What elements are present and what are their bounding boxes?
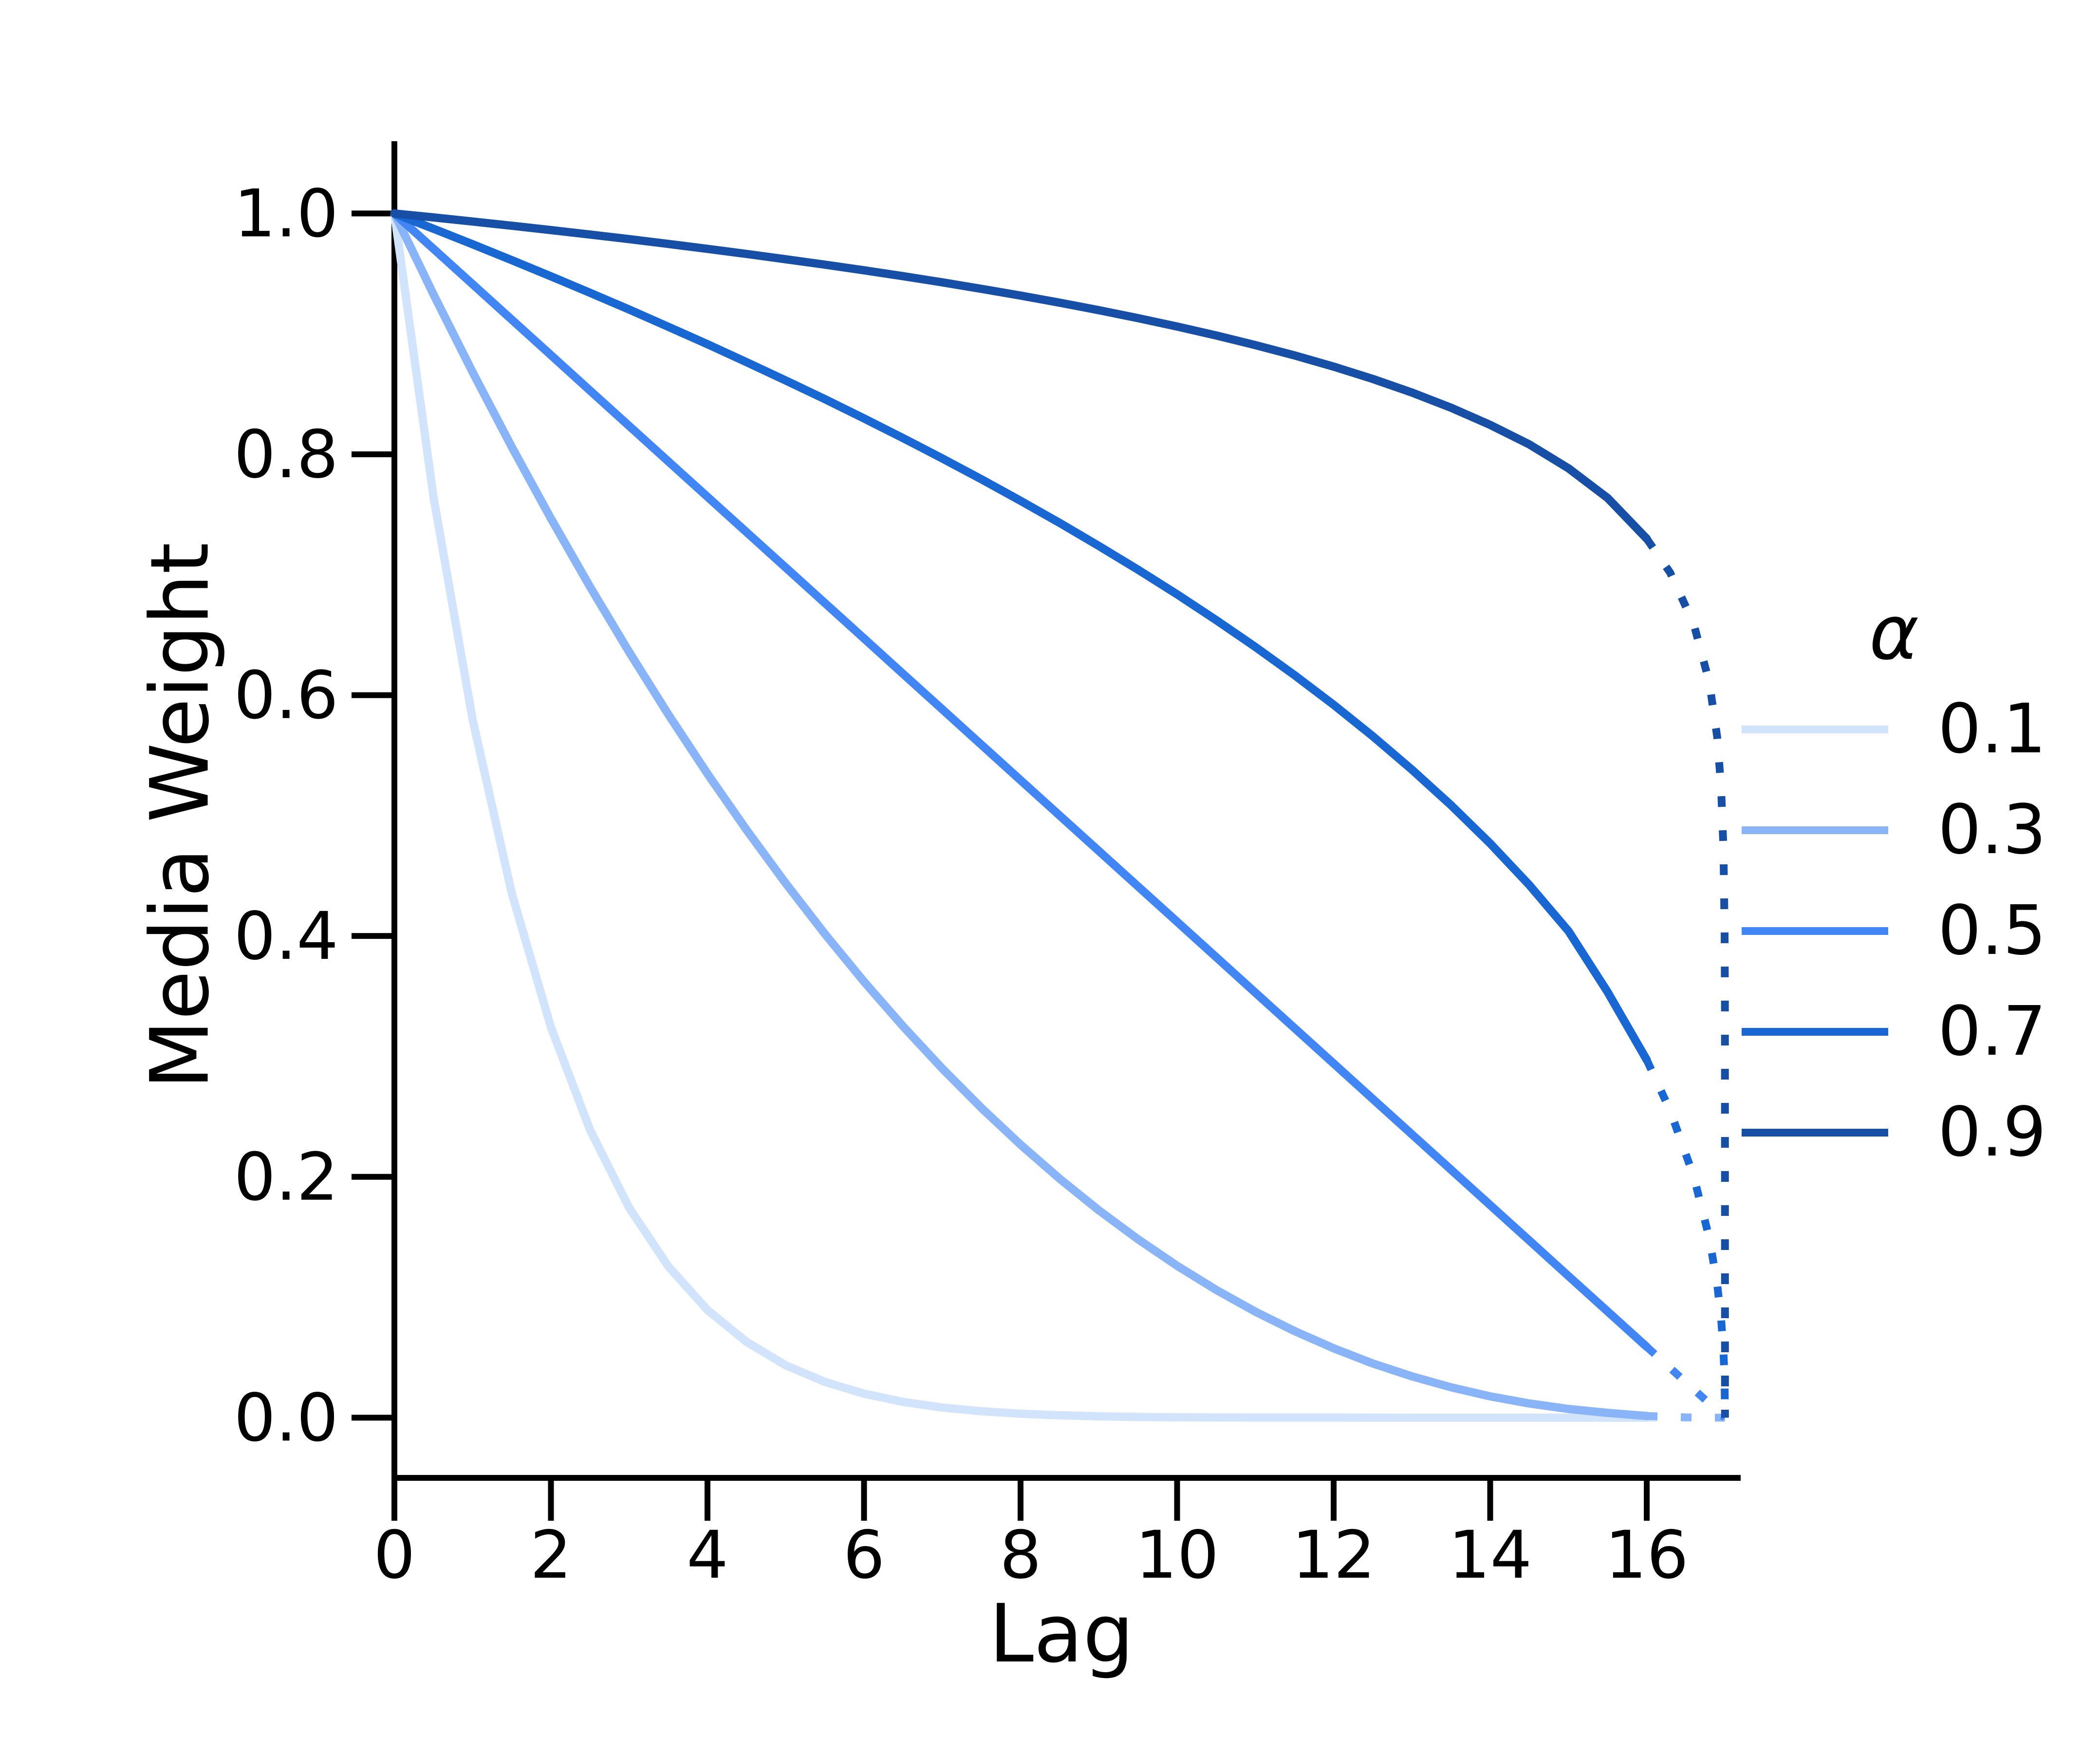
y-tick-label: 0.8 [234, 416, 338, 493]
curve-alpha-0.5 [390, 209, 1651, 1351]
x-tick-label: 6 [843, 1517, 885, 1593]
x-tick-label: 16 [1605, 1517, 1689, 1593]
x-tick-label: 2 [530, 1517, 572, 1593]
legend-entry: 0.3 [1694, 796, 2100, 864]
legend-entry: 0.5 [1694, 897, 2100, 965]
curve-alpha-0.9 [390, 209, 1651, 543]
curve-alpha-0.3 [390, 209, 1651, 1420]
legend-title: α [1869, 589, 1919, 677]
legend-entry: 0.9 [1694, 1099, 2100, 1167]
legend-entry-label: 0.9 [1938, 1093, 2046, 1172]
legend-entry-label: 0.5 [1938, 891, 2046, 970]
legend-entry-label: 0.3 [1938, 790, 2046, 870]
curve-alpha-0.7 [390, 209, 1651, 1064]
legend-entry-label: 0.7 [1938, 992, 2046, 1071]
x-tick-label: 10 [1135, 1517, 1219, 1593]
y-tick-label: 0.0 [234, 1380, 338, 1456]
y-tick-label: 1.0 [234, 175, 338, 252]
legend-entry-label: 0.1 [1938, 690, 2046, 769]
curve-alpha-0.1 [390, 209, 1651, 1422]
x-axis-label: Lag [989, 1587, 1134, 1680]
y-axis-label: Media Weight [133, 542, 227, 1089]
curve-alpha-0.3-dotted [1646, 1412, 1725, 1422]
curve-alpha-0.5-dotted [1644, 1343, 1728, 1421]
legend-entry: 0.1 [1694, 695, 2100, 764]
x-tick-label: 8 [1000, 1517, 1041, 1593]
legend: α 0.1 0.3 0.5 0.7 0.9 [1694, 560, 2100, 1217]
legend-entry: 0.7 [1694, 998, 2100, 1066]
y-tick-label: 0.2 [234, 1139, 338, 1215]
x-tick-label: 0 [373, 1517, 415, 1593]
curve-alpha-0.9-dotted [1643, 536, 1729, 1418]
x-tick-label: 12 [1292, 1517, 1375, 1593]
x-tick-label: 14 [1449, 1517, 1532, 1593]
x-tick-label: 4 [687, 1517, 728, 1593]
y-tick-label: 0.4 [234, 898, 338, 974]
y-tick-label: 0.6 [234, 657, 338, 734]
